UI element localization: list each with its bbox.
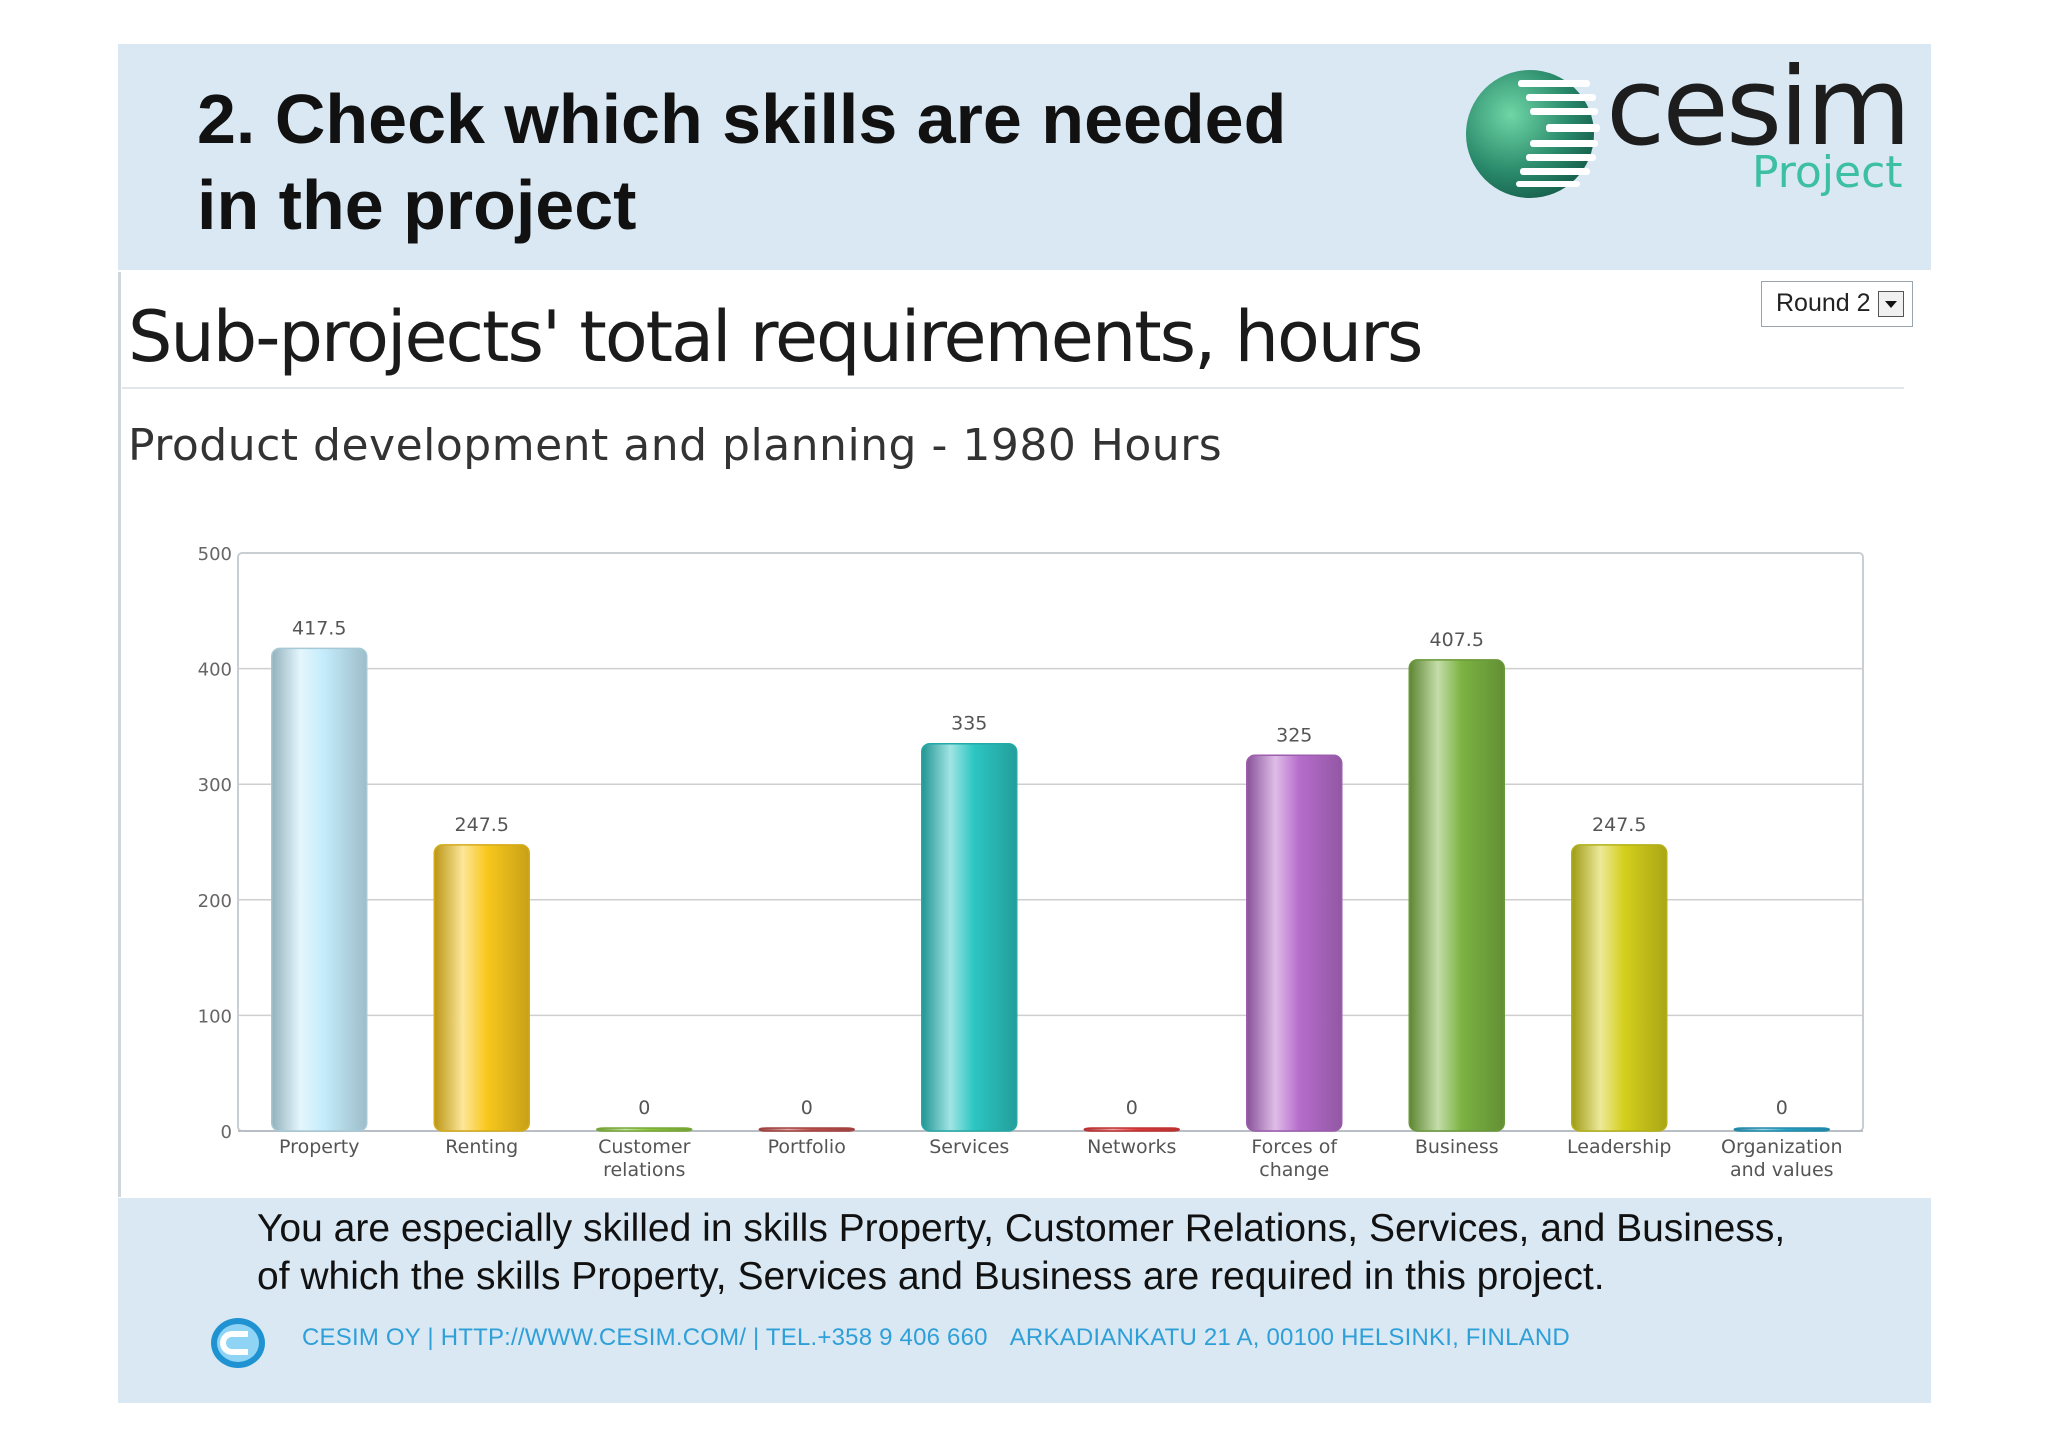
y-tick-label: 500 (198, 544, 232, 565)
data-label: 0 (1776, 1097, 1788, 1119)
round-select-value: Round 2 (1776, 289, 1871, 317)
slide-title: 2. Check which skills are needed in the … (197, 76, 1397, 248)
x-tick-label: Customer (598, 1136, 690, 1158)
bar (271, 647, 368, 1132)
footer-contact: CESIM OY | HTTP://WWW.CESIM.COM/ | TEL.+… (302, 1324, 1570, 1352)
data-label: 0 (801, 1097, 813, 1119)
bar (433, 844, 530, 1132)
chart-title: Product development and planning - 1980 … (128, 420, 1223, 471)
y-tick-label: 300 (198, 775, 232, 796)
x-tick-label: Networks (1087, 1136, 1176, 1158)
slide-title-line1: 2. Check which skills are needed (197, 80, 1287, 158)
slide-header (118, 44, 1931, 270)
x-tick-label: and values (1730, 1159, 1834, 1181)
bar (1083, 1127, 1180, 1132)
y-tick-label: 0 (221, 1122, 232, 1143)
data-label: 0 (1126, 1097, 1138, 1119)
cesim-mark-icon (211, 1318, 265, 1368)
x-tick-label: Renting (445, 1136, 518, 1158)
slide-title-line2: in the project (197, 166, 637, 244)
x-tick-label: Services (929, 1136, 1009, 1158)
bar-chart: 0 100 200 300 400 500 417.5 Property 247.5 Rentin… (198, 544, 1864, 1181)
data-label: 325 (1276, 724, 1312, 746)
bar (1408, 659, 1505, 1132)
x-tick-label: relations (603, 1159, 685, 1181)
data-label: 247.5 (1592, 814, 1646, 836)
cesim-project-logo: cesim Project (1460, 48, 1911, 202)
logo-word: cesim (1606, 45, 1911, 170)
footer-band (118, 1198, 1931, 1403)
x-tick-label: Property (279, 1136, 359, 1158)
y-tick-label: 100 (198, 1006, 232, 1027)
bar (1246, 754, 1343, 1132)
footer-text-line2: of which the skills Property, Services a… (257, 1255, 1605, 1298)
y-tick-label: 400 (198, 660, 232, 681)
data-label: 407.5 (1430, 629, 1484, 651)
x-tick-label: change (1259, 1159, 1329, 1181)
data-label: 335 (951, 713, 987, 735)
address-text: ARKADIANKATU 21 A, 00100 HELSINKI, FINLA… (1009, 1324, 1570, 1351)
data-label: 417.5 (292, 617, 346, 639)
footer-text-line1: You are especially skilled in skills Pro… (257, 1207, 1786, 1250)
bar (758, 1127, 855, 1132)
logo-sub: Project (1752, 147, 1903, 198)
bar (1571, 844, 1668, 1132)
globe-icon (1466, 70, 1600, 198)
x-tick-label: Leadership (1567, 1136, 1671, 1158)
chevron-down-icon[interactable] (1878, 291, 1904, 317)
footer-text: You are especially skilled in skills Pro… (257, 1205, 1897, 1301)
bar (921, 742, 1018, 1132)
bar (1733, 1127, 1830, 1132)
x-tick-label: Forces of (1251, 1136, 1338, 1158)
panel-title: Sub-projects' total requirements, hours (128, 296, 1423, 378)
x-tick-label: Portfolio (768, 1136, 846, 1158)
x-tick-label: Organization (1721, 1136, 1842, 1158)
data-label: 0 (638, 1097, 650, 1119)
round-select[interactable]: Round 2 (1761, 281, 1913, 327)
data-label: 247.5 (455, 814, 509, 836)
bar (596, 1127, 693, 1132)
panel-divider (122, 387, 1904, 389)
y-tick-label: 200 (198, 891, 232, 912)
contact-text[interactable]: CESIM OY | HTTP://WWW.CESIM.COM/ | TEL.+… (302, 1324, 988, 1351)
x-tick-label: Business (1415, 1136, 1499, 1158)
